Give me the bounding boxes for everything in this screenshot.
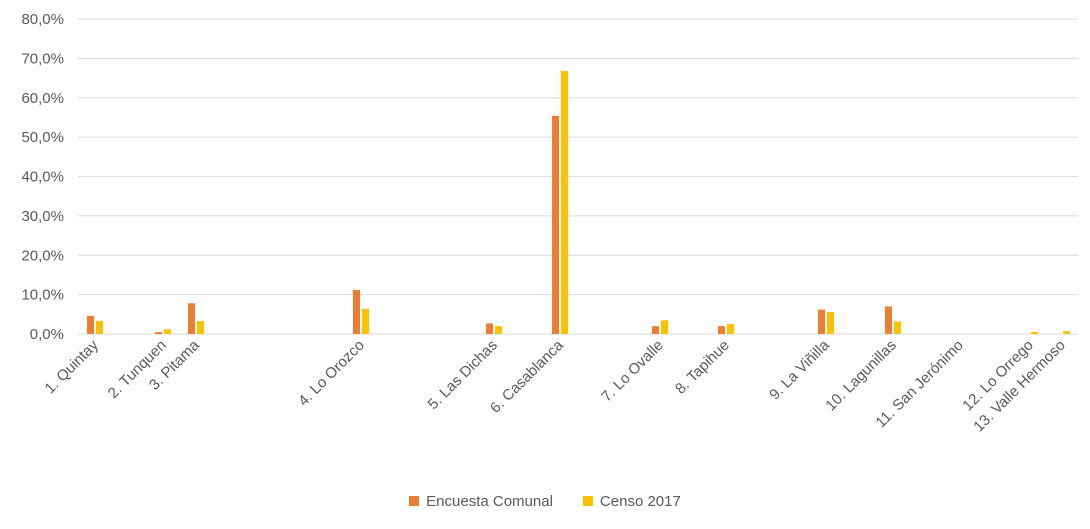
bar-censo-2017: [561, 70, 568, 334]
x-category-label: 9. La Viñilla: [766, 336, 833, 403]
bar-censo-2017: [96, 321, 103, 334]
bar-encuesta-comunal: [87, 315, 94, 334]
bar-censo-2017: [1063, 331, 1070, 334]
bar-encuesta-comunal: [353, 289, 360, 334]
y-tick-label: 30,0%: [21, 208, 64, 225]
bar-censo-2017: [894, 321, 901, 334]
bar-encuesta-comunal: [486, 323, 493, 334]
legend-item-encuesta-comunal: Encuesta Comunal: [409, 493, 553, 510]
bar-encuesta-comunal: [155, 332, 162, 334]
y-tick-label: 80,0%: [21, 11, 64, 28]
legend-label-encuesta-comunal: Encuesta Comunal: [426, 492, 553, 510]
y-tick-label: 60,0%: [21, 90, 64, 107]
bar-chart: 0,0% 10,0% 20,0% 30,0% 40,0% 50,0% 60,0% 70,0% 8…: [21, 11, 1078, 435]
bar-encuesta-comunal: [188, 303, 195, 334]
legend-swatch-encuesta-comunal: [409, 496, 420, 506]
legend: Encuesta Comunal Censo 2017: [0, 488, 1090, 514]
bar-encuesta-comunal: [718, 326, 725, 334]
bar-censo-2017: [827, 311, 834, 334]
bars: [87, 70, 1070, 334]
bar-censo-2017: [164, 329, 171, 334]
legend-item-censo-2017: Censo 2017: [582, 492, 681, 510]
x-category-label: 4. Lo Orozco: [295, 337, 368, 410]
gridlines: [78, 18, 1078, 335]
bar-encuesta-comunal: [818, 309, 825, 334]
bar-censo-2017: [661, 320, 668, 334]
bar-encuesta-comunal: [652, 326, 659, 334]
x-category-label: 7. Lo Ovalle: [598, 337, 667, 406]
bar-censo-2017: [1031, 332, 1038, 334]
bar-encuesta-comunal: [552, 115, 559, 334]
y-tick-label: 50,0%: [21, 129, 64, 146]
bar-censo-2017: [727, 324, 734, 334]
legend-label-censo-2017: Censo 2017: [599, 492, 681, 510]
legend-swatch-censo-2017: [582, 496, 593, 506]
y-tick-label: 0,0%: [30, 326, 64, 343]
y-tick-label: 70,0%: [21, 50, 64, 67]
y-tick-label: 20,0%: [21, 247, 64, 264]
bar-censo-2017: [495, 326, 502, 334]
y-axis-tick-labels: 0,0% 10,0% 20,0% 30,0% 40,0% 50,0% 60,0% 70,0% 8…: [21, 11, 64, 343]
y-tick-label: 40,0%: [21, 169, 64, 186]
bar-censo-2017: [197, 321, 204, 334]
x-category-label: 1. Quintay: [41, 336, 102, 397]
bar-censo-2017: [362, 308, 369, 334]
x-category-label: 8. Tapihue: [672, 337, 733, 398]
y-tick-label: 10,0%: [21, 287, 64, 304]
bar-encuesta-comunal: [885, 306, 892, 334]
